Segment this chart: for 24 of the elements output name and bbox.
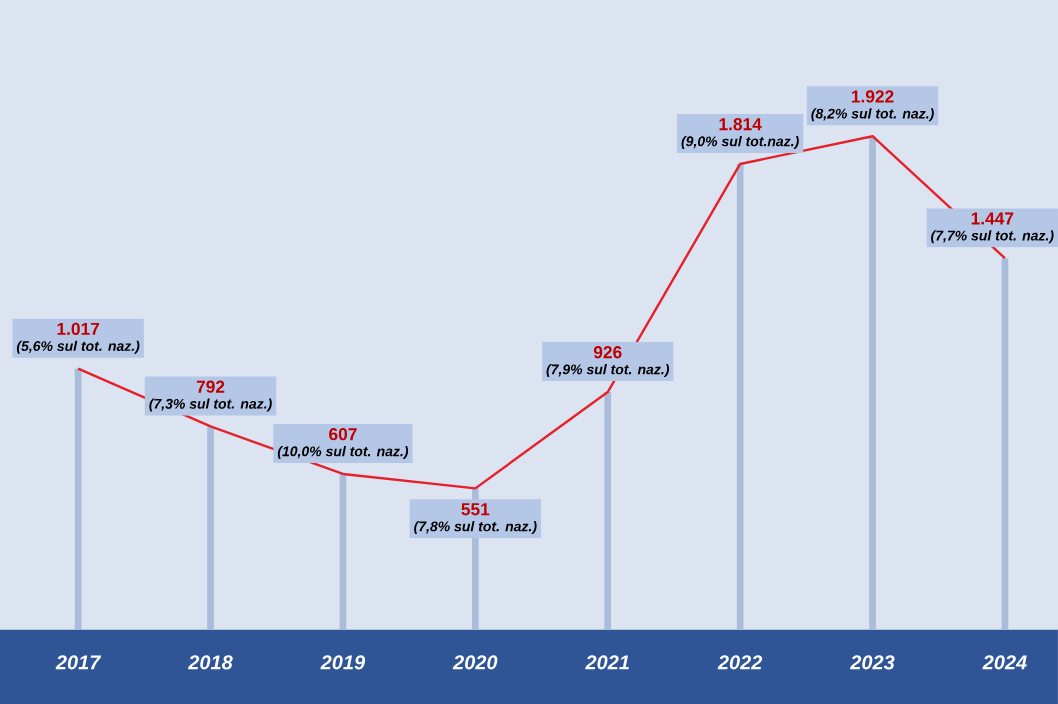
- annotation: (7,8% sul tot. naz.): [414, 521, 537, 535]
- x-tick-label: 2023: [849, 655, 895, 670]
- data-label: 1.922: [851, 90, 894, 103]
- data-label: 607: [329, 428, 357, 441]
- annotation: (7,7% sul tot. naz.): [931, 230, 1054, 244]
- annotation: (9,0% sul tot.naz.): [681, 136, 799, 150]
- x-tick-label: 2017: [55, 655, 102, 670]
- x-tick-label: 2022: [717, 655, 763, 670]
- x-tick-label: 2019: [320, 655, 366, 670]
- data-label: 1.017: [57, 322, 100, 336]
- data-label: 1.814: [719, 118, 762, 131]
- annotation: (7,3% sul tot. naz.): [149, 398, 272, 412]
- data-label: 792: [196, 380, 225, 393]
- x-tick-label: 2024: [982, 655, 1027, 670]
- x-tick-label: 2021: [585, 655, 629, 670]
- x-tick-label: 2018: [187, 655, 233, 670]
- annotation: (10,0% sul tot. naz.): [277, 446, 409, 460]
- annotation: (8,2% sul tot. naz.): [811, 108, 934, 122]
- annotation: (5,6% sul tot. naz.): [16, 340, 140, 354]
- data-label: 926: [593, 346, 622, 359]
- data-label: 1.447: [971, 212, 1014, 225]
- annotation: (7,9% sul tot. naz.): [546, 364, 670, 378]
- x-tick-label: 2020: [452, 655, 498, 670]
- data-label: 551: [461, 503, 490, 516]
